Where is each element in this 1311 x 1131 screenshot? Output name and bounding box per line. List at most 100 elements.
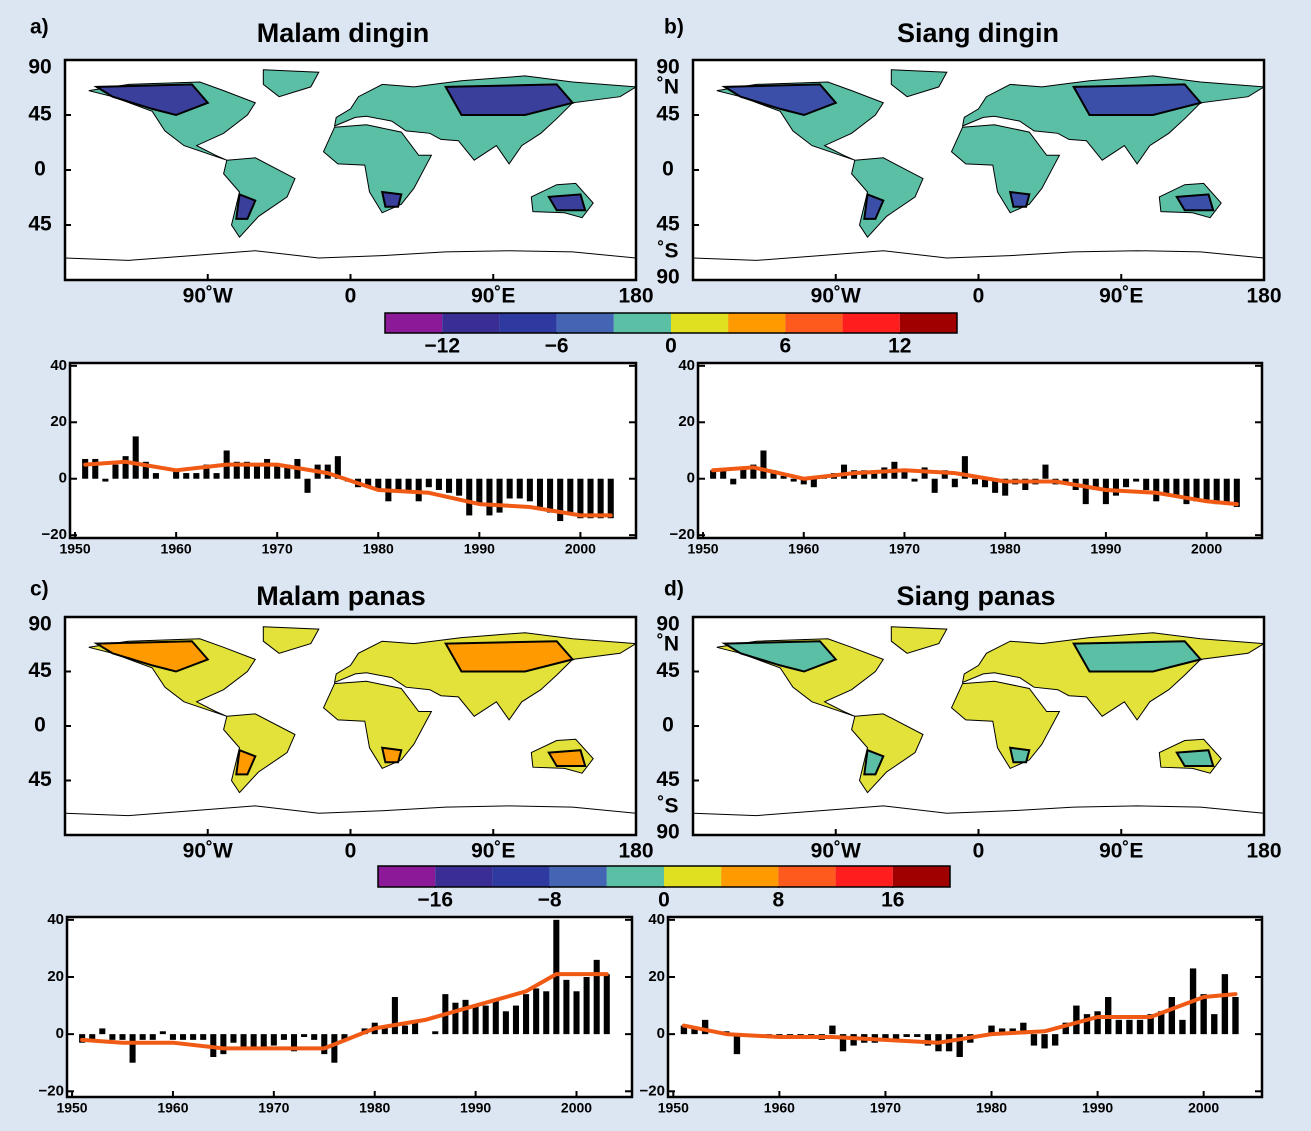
region bbox=[1072, 83, 1203, 116]
land bbox=[322, 124, 433, 214]
x-tick-label: 90˚W bbox=[183, 840, 233, 863]
y-tick-label: −20 bbox=[640, 1082, 665, 1099]
y-tick-label: 45 bbox=[656, 213, 680, 236]
bar bbox=[1123, 478, 1130, 488]
x-tick-label: 1980 bbox=[990, 541, 1021, 557]
x-tick-label: 1950 bbox=[687, 541, 718, 557]
bar bbox=[1158, 1011, 1165, 1035]
x-tick-label: 0 bbox=[345, 840, 357, 863]
land bbox=[322, 680, 433, 770]
y-tick-label: 0 bbox=[59, 470, 67, 487]
bar bbox=[740, 467, 747, 479]
bar bbox=[466, 478, 473, 516]
colorbar-cell bbox=[492, 866, 550, 887]
x-tick-label: 1990 bbox=[1090, 541, 1121, 557]
bar bbox=[405, 478, 412, 491]
bar bbox=[988, 1025, 995, 1035]
bar bbox=[435, 478, 442, 491]
bar bbox=[1094, 1011, 1101, 1035]
y-tick-label: −20 bbox=[670, 526, 695, 543]
region bbox=[444, 83, 575, 116]
bar bbox=[1221, 974, 1229, 1035]
colorbar-cell bbox=[549, 866, 607, 887]
land bbox=[262, 69, 320, 98]
colorbar-cell bbox=[899, 313, 957, 333]
bar bbox=[533, 988, 540, 1035]
bar bbox=[1200, 994, 1207, 1035]
bar bbox=[496, 478, 503, 513]
y-tick-label: 20 bbox=[47, 968, 64, 985]
y-tick-label: 45 bbox=[656, 768, 680, 791]
bar bbox=[903, 1034, 910, 1037]
region bbox=[721, 83, 838, 117]
bar bbox=[1179, 1019, 1186, 1035]
bar bbox=[220, 1034, 227, 1055]
bar bbox=[1213, 478, 1220, 505]
bar bbox=[1126, 1019, 1133, 1035]
bar bbox=[99, 1028, 106, 1035]
x-tick-label: 1980 bbox=[359, 1100, 390, 1116]
bar bbox=[800, 478, 807, 485]
colorbar-cell bbox=[556, 313, 614, 333]
y-tick-label: 90 bbox=[656, 56, 679, 79]
x-tick-label: 1960 bbox=[157, 1100, 188, 1116]
plot-border bbox=[68, 361, 638, 540]
bar bbox=[486, 478, 493, 516]
bar bbox=[92, 458, 99, 479]
bar bbox=[1051, 1034, 1059, 1046]
y-tick-label: 0 bbox=[657, 1025, 665, 1042]
bar bbox=[956, 1034, 963, 1057]
x-tick-label: 1990 bbox=[460, 1100, 491, 1116]
bar bbox=[89, 1034, 96, 1040]
y-tick-label: 45 bbox=[28, 103, 52, 126]
bar bbox=[213, 473, 220, 479]
bar bbox=[425, 478, 432, 488]
bar bbox=[583, 977, 590, 1035]
x-tick-label: 180 bbox=[618, 840, 653, 863]
bar bbox=[264, 458, 271, 479]
bar bbox=[750, 464, 757, 479]
x-tick-label: 90˚E bbox=[471, 840, 515, 863]
bar bbox=[892, 1034, 900, 1040]
bar bbox=[391, 997, 398, 1035]
bar bbox=[341, 1034, 348, 1040]
bar bbox=[1092, 478, 1099, 491]
x-tick-label: 1970 bbox=[870, 1100, 901, 1116]
bar bbox=[1115, 1019, 1122, 1035]
x-tick-label: 90˚E bbox=[471, 285, 515, 308]
y-tick-label: 45 bbox=[28, 213, 52, 236]
colorbar-cell bbox=[721, 866, 779, 887]
bar bbox=[1183, 478, 1190, 505]
colorbar-cell bbox=[842, 313, 900, 333]
bar bbox=[563, 979, 570, 1035]
bar bbox=[401, 1025, 409, 1035]
x-tick-label: 2000 bbox=[1188, 1100, 1219, 1116]
bar bbox=[516, 478, 523, 499]
colorbar-tick-label: 12 bbox=[888, 335, 911, 358]
colorbar-tick-label: 16 bbox=[881, 889, 904, 912]
y-tick-label: 0 bbox=[687, 470, 695, 487]
bar bbox=[691, 1028, 698, 1035]
y-tick-label: 20 bbox=[50, 413, 67, 430]
x-tick-label: 1950 bbox=[658, 1100, 689, 1116]
bar bbox=[102, 478, 109, 482]
x-tick-label: 1950 bbox=[56, 1100, 87, 1116]
colorbar-cell bbox=[435, 866, 493, 887]
bar bbox=[810, 478, 817, 488]
bar bbox=[1082, 478, 1089, 505]
antarctica-coast bbox=[692, 250, 1265, 261]
bar bbox=[1020, 1022, 1027, 1035]
y-tick-label: 0 bbox=[34, 714, 46, 737]
y-tick-label: 40 bbox=[648, 911, 665, 928]
plot-area bbox=[668, 917, 1262, 1097]
bar bbox=[482, 1005, 489, 1035]
hemisphere-label: ˚S bbox=[658, 795, 679, 818]
bar bbox=[1042, 464, 1049, 479]
bar bbox=[573, 991, 580, 1035]
plot-border bbox=[696, 361, 1264, 540]
bar bbox=[523, 994, 530, 1035]
bar bbox=[476, 478, 483, 505]
bar bbox=[1203, 478, 1210, 502]
x-tick-label: 2000 bbox=[1191, 541, 1222, 557]
x-tick-label: 90˚E bbox=[1099, 285, 1143, 308]
